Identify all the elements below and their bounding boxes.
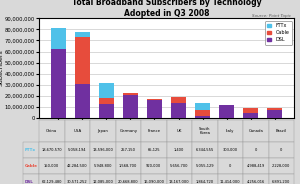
Bar (195, 110, 210, 116)
Legend: FTTx, Cable, DSL: FTTx, Cable, DSL (265, 21, 292, 45)
Title: Total Broadband Subscribers by Technology
Adopted in Q3 2008: Total Broadband Subscribers by Technolog… (72, 0, 261, 18)
Bar (99, 98, 114, 104)
Bar (75, 32, 90, 37)
Bar (147, 99, 162, 100)
Bar (171, 103, 186, 118)
Bar (243, 113, 258, 118)
Bar (123, 95, 138, 118)
Bar (171, 97, 186, 103)
Bar (75, 84, 90, 118)
Bar (147, 100, 162, 118)
Bar (75, 37, 90, 84)
Bar (51, 28, 66, 49)
Bar (99, 83, 114, 98)
Bar (51, 49, 66, 118)
Bar (195, 116, 210, 118)
Bar (99, 104, 114, 118)
Y-axis label: Subscribers: Subscribers (0, 50, 3, 86)
Text: Source: Point Topic: Source: Point Topic (252, 14, 291, 17)
Bar (267, 108, 282, 110)
Bar (243, 108, 258, 113)
Bar (267, 110, 282, 118)
Bar (219, 105, 234, 118)
Bar (123, 93, 138, 95)
Bar (195, 103, 210, 110)
